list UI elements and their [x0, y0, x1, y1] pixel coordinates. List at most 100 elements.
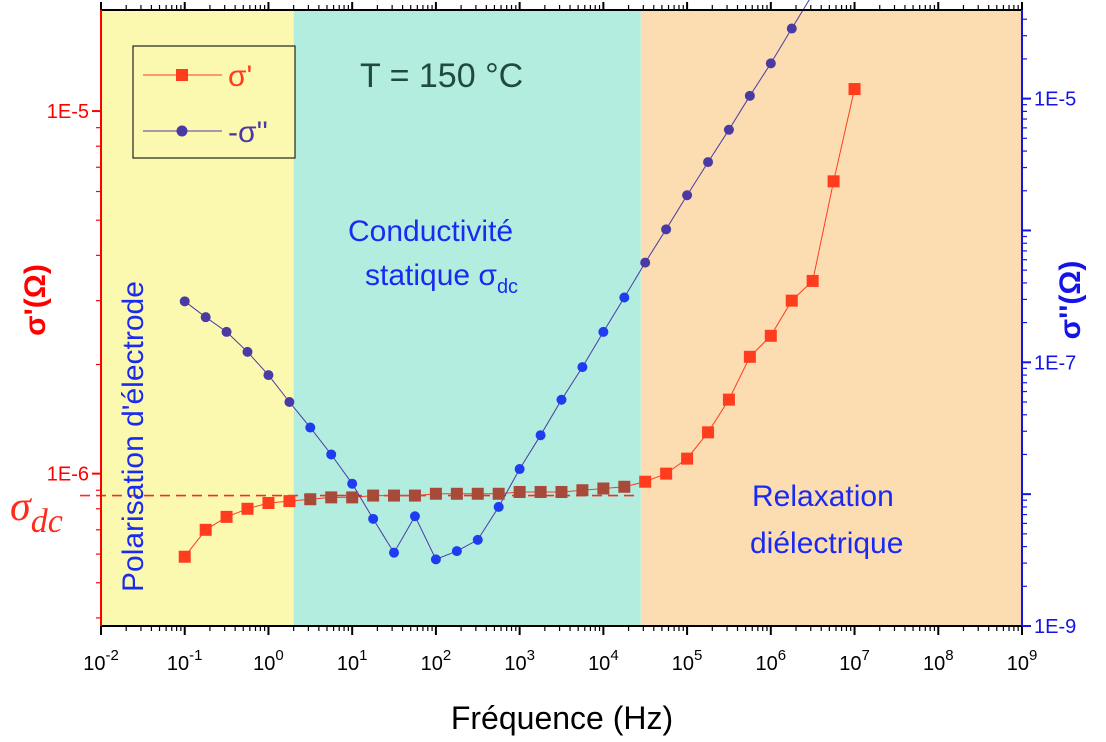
point-sigma-prime-10	[388, 489, 401, 502]
point-sigma-double-prime-21	[619, 292, 630, 303]
point-sigma-double-prime-4	[263, 370, 274, 381]
point-sigma-prime-11	[408, 489, 421, 502]
x-tick-label-base: 10	[588, 653, 610, 675]
point-sigma-prime-32	[848, 83, 861, 96]
y-right-tick-label-1: 1E-7	[1034, 352, 1076, 374]
point-sigma-prime-29	[785, 294, 798, 307]
point-sigma-prime-22	[639, 475, 652, 488]
point-sigma-double-prime-15	[493, 501, 504, 512]
point-sigma-double-prime-18	[556, 394, 567, 405]
legend: σ' -σ''	[132, 45, 296, 159]
sigma-dc-symbol: σ	[10, 484, 33, 530]
x-tick-label-0: 10-2	[83, 647, 119, 675]
x-tick-label-11: 109	[1007, 647, 1038, 675]
y-left-axis-title: σ'(Ω)	[19, 264, 52, 336]
point-sigma-double-prime-10	[389, 547, 400, 558]
point-sigma-double-prime-9	[368, 513, 379, 524]
x-tick-label-base: 10	[421, 653, 443, 675]
x-tick-label-6: 104	[588, 647, 619, 675]
x-tick-label-exp: 6	[778, 647, 786, 664]
point-sigma-prime-18	[555, 485, 568, 498]
x-tick-label-base: 10	[253, 653, 275, 675]
region-label-conductivity-text: statique σ	[365, 259, 497, 292]
x-tick-label-2: 100	[253, 647, 284, 675]
text-group: 10-2 10-1 100 101 102 103 104 105 106 107 108 1091E…	[47, 89, 1077, 675]
point-sigma-double-prime-14	[472, 534, 483, 545]
point-sigma-prime-16	[513, 485, 526, 498]
point-sigma-double-prime-24	[682, 190, 693, 201]
region-label-conductivity-sub: dc	[497, 276, 518, 298]
point-sigma-double-prime-7	[326, 449, 337, 460]
y-right-tick-label-0: 1E-9	[1034, 616, 1076, 638]
point-sigma-double-prime-5	[284, 396, 295, 407]
x-tick-label-base: 10	[504, 653, 526, 675]
point-sigma-prime-17	[534, 485, 547, 498]
sigma-dc-sub: dc	[31, 503, 63, 540]
point-sigma-prime-4	[262, 496, 275, 509]
axes-group	[92, 2, 1031, 635]
point-sigma-prime-27	[743, 350, 756, 363]
point-sigma-double-prime-2	[221, 326, 232, 337]
x-tick-label-7: 105	[672, 647, 703, 675]
point-sigma-double-prime-11	[409, 511, 420, 522]
point-sigma-prime-20	[597, 482, 610, 495]
point-sigma-prime-25	[702, 426, 715, 439]
point-sigma-prime-26	[722, 393, 735, 406]
point-sigma-prime-8	[346, 491, 359, 504]
x-tick-label-exp: -2	[105, 647, 118, 664]
point-sigma-prime-21	[618, 480, 631, 493]
point-sigma-double-prime-13	[451, 546, 462, 557]
legend-marker-sigma-double-prime	[176, 125, 188, 137]
point-sigma-prime-24	[681, 452, 694, 465]
point-sigma-prime-15	[492, 487, 505, 500]
y-right-tick-label-2: 1E-5	[1034, 89, 1076, 111]
point-sigma-double-prime-17	[535, 430, 546, 441]
x-tick-label-base: 10	[1007, 653, 1029, 675]
temperature-annotation: T = 150 °C	[360, 57, 523, 95]
point-sigma-double-prime-19	[577, 362, 588, 373]
point-sigma-double-prime-25	[703, 157, 714, 168]
x-tick-label-exp: 7	[861, 647, 869, 664]
point-sigma-double-prime-16	[514, 464, 525, 475]
x-tick-label-base: 10	[83, 653, 105, 675]
x-tick-label-9: 107	[839, 647, 870, 675]
region-label-relaxation-line1: Relaxation	[752, 480, 894, 513]
x-tick-label-exp: 0	[275, 647, 283, 664]
x-tick-label-exp: 9	[1029, 647, 1037, 664]
sigma-dc-label: σdc	[10, 484, 63, 540]
region-1	[293, 10, 641, 626]
x-tick-label-base: 10	[923, 653, 945, 675]
x-tick-label-base: 10	[337, 653, 359, 675]
point-sigma-prime-2	[220, 510, 233, 523]
point-sigma-prime-13	[450, 487, 463, 500]
point-sigma-prime-28	[764, 329, 777, 342]
x-tick-label-exp: 8	[945, 647, 953, 664]
region-2	[640, 10, 1022, 626]
x-tick-label-base: 10	[756, 653, 778, 675]
x-tick-label-exp: 2	[443, 647, 451, 664]
region-label-polarisation: Polarisation d'électrode	[117, 281, 150, 592]
legend-box	[132, 45, 296, 159]
point-sigma-double-prime-12	[430, 554, 441, 565]
point-sigma-prime-5	[283, 495, 296, 508]
point-sigma-prime-1	[199, 523, 212, 536]
region-label-relaxation-line2: diélectrique	[750, 527, 903, 560]
point-sigma-prime-23	[660, 467, 673, 480]
point-sigma-double-prime-0	[179, 296, 190, 307]
point-sigma-double-prime-20	[598, 326, 609, 337]
y-left-tick-label-0: 1E-6	[47, 464, 89, 486]
y-right-axis-title: σ''(Ω)	[1054, 261, 1087, 340]
legend-label-sigma-double-prime: -σ''	[228, 116, 268, 149]
point-sigma-double-prime-8	[347, 478, 358, 489]
x-tick-label-exp: 4	[610, 647, 618, 664]
region-label-conductivity-line1: Conductivité	[348, 215, 513, 248]
x-tick-label-10: 108	[923, 647, 954, 675]
point-sigma-double-prime-23	[661, 224, 672, 235]
point-sigma-double-prime-6	[305, 422, 316, 433]
point-sigma-double-prime-28	[765, 58, 776, 69]
legend-label-sigma-prime: σ'	[228, 60, 252, 93]
x-tick-label-exp: 5	[694, 647, 702, 664]
point-sigma-prime-31	[827, 175, 840, 188]
point-sigma-double-prime-27	[744, 90, 755, 101]
x-tick-label-exp: -1	[189, 647, 202, 664]
